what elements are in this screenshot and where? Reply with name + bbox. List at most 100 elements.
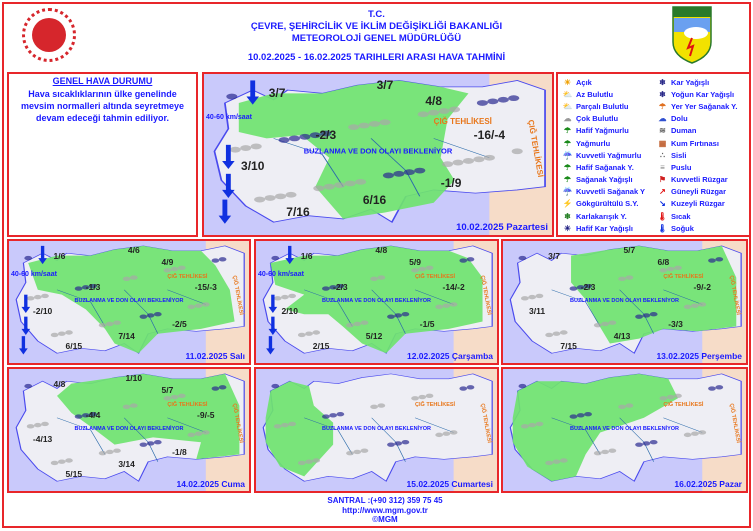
cloud-icon — [297, 460, 306, 466]
legend-label: Az Bulutlu — [576, 89, 614, 99]
snow-icon — [497, 96, 509, 103]
avalanche-warning: ÇIĞ TEHLİKESİ — [415, 273, 456, 280]
cloud-icon: ☁ — [563, 114, 572, 124]
snow-icon — [336, 411, 345, 417]
temperature-label: -2/3 — [333, 282, 348, 293]
header-forecast-range: 10.02.2025 - 16.02.2025 TARIHLERI ARASI … — [247, 52, 506, 63]
north-wind-icon — [246, 80, 259, 105]
snow-icon — [715, 385, 724, 390]
north-wind-icon — [266, 336, 275, 355]
snow-icon — [466, 257, 475, 262]
cloud-icon — [201, 302, 210, 307]
north-wind-icon — [285, 245, 295, 265]
legend-label: Puslu — [671, 162, 692, 172]
cloud-icon — [473, 156, 485, 163]
avalanche-warning: ÇIĞ TEHLİKESİ — [433, 117, 492, 127]
cloud-icon — [625, 403, 634, 408]
legend-label: Sağanak Yağışlı — [576, 175, 633, 185]
snow-icon — [569, 414, 578, 419]
cloud-icon — [57, 331, 66, 336]
cloud-icon — [452, 159, 464, 166]
wind-speed-label: 40-60 km/saat — [258, 271, 304, 278]
cloud-icon — [297, 332, 306, 338]
legend: ☀ Açık ⛅ Az Bulutlu ⛅ Parçalı Bulutlu ☁ Çok Bul… — [559, 74, 749, 234]
legend-label: Karlakarışık Y. — [576, 211, 627, 221]
snow-icon — [74, 414, 83, 419]
legend-label: Parçalı Bulutlu — [576, 101, 629, 111]
cloud-icon — [535, 421, 544, 427]
snow-icon — [466, 385, 475, 390]
cloud-icon — [355, 178, 367, 185]
wind-speed-label: 40-60 km/saat — [11, 271, 57, 278]
smoke-icon: ≋ — [659, 126, 666, 136]
map-date: 11.02.2025 Salı — [185, 351, 245, 361]
cloud-icon — [528, 422, 537, 428]
map-date: 15.02.2025 Cumartesi — [406, 479, 493, 489]
temperature-label: 3/7 — [268, 86, 286, 101]
map-date: 10.02.2025 Pazartesi — [456, 222, 548, 233]
precipitation-area — [265, 381, 334, 477]
map-base — [15, 241, 249, 363]
snow-icon — [393, 170, 405, 177]
thunderstorm-icon: ⚡ — [562, 199, 573, 209]
legend-label: Soğuk — [671, 223, 694, 233]
temperature-label: 4/6 — [127, 244, 140, 255]
cloud-icon — [312, 330, 321, 335]
legend-label: Hafif Yağmurlu — [576, 126, 629, 136]
cloud-icon — [122, 276, 131, 282]
temperature-label: -1/3 — [85, 282, 101, 293]
cloud-icon — [26, 296, 35, 301]
cloud-icon — [113, 448, 121, 453]
north-wind-icon — [38, 245, 47, 265]
snow-icon — [329, 285, 337, 290]
cloud-icon — [323, 183, 335, 190]
legend-label: Dolu — [671, 114, 688, 124]
cloud-icon — [163, 268, 172, 273]
legend-label: Yoğun Kar Yağışlı — [671, 89, 735, 99]
cloud-icon — [187, 304, 196, 310]
snow-icon — [576, 413, 585, 418]
cloud-icon — [187, 432, 196, 438]
cloud-icon — [353, 449, 362, 455]
precipitation-area — [28, 245, 235, 354]
snow-icon — [401, 440, 410, 445]
wind-speed-label: 40-60 km/saat — [206, 114, 252, 121]
snow-icon — [642, 441, 651, 446]
temperature-label: 4/8 — [425, 94, 443, 109]
cloud-icon — [559, 330, 568, 335]
map-base — [15, 369, 249, 491]
legend-label: Kuvvetli Yağmurlu — [576, 150, 642, 160]
precipitation-area — [238, 80, 469, 219]
cloud-icon — [41, 421, 49, 427]
snow-icon — [508, 95, 520, 102]
cloud-icon — [377, 275, 386, 280]
cloud-icon — [428, 109, 440, 116]
cloud-icon — [449, 302, 458, 307]
haze-icon: ≡ — [660, 162, 665, 172]
temperature-label: 3/10 — [241, 158, 265, 173]
legend-label: Kar Yağışlı — [671, 77, 710, 87]
snow-icon — [401, 312, 410, 317]
footer-url[interactable]: http://www.mgm.gov.tr — [342, 505, 428, 515]
sun-cloud-icon: ⛅ — [562, 89, 573, 99]
temperature-label: 5/12 — [365, 331, 383, 342]
legend-item: ☔ Kuvvetli Yağmurlu — [562, 149, 657, 161]
cloud-icon — [250, 143, 262, 150]
snow-icon — [459, 258, 468, 263]
cloud-icon — [520, 296, 529, 301]
map-date: 13.02.2025 Perşembe — [656, 351, 742, 361]
temperature-label: 5/7 — [623, 244, 636, 255]
legend-label: Çok Bulutlu — [576, 114, 619, 124]
temperature-label: -2/5 — [172, 318, 187, 329]
legend-label: Güneyli Rüzgar — [671, 187, 727, 197]
map-13-02: BUZLANMA VE DON OLAYI BEKLENİYOR ÇIĞ TEHL… — [501, 239, 748, 365]
legend-item: ☀ Açık — [562, 76, 657, 88]
cloud-icon — [377, 403, 386, 408]
cloud-icon — [370, 276, 378, 282]
avalanche-warning: ÇIĞ TEHLİKESİ — [415, 401, 456, 408]
temperature-label: -14/-2 — [442, 282, 465, 293]
legend-item: ☂ Yer Yer Sağanak Y. — [657, 100, 752, 112]
legend-item: 🌡 Sıcak — [657, 210, 752, 222]
sandstorm-icon: ▦ — [658, 138, 667, 148]
map-base — [509, 241, 746, 363]
